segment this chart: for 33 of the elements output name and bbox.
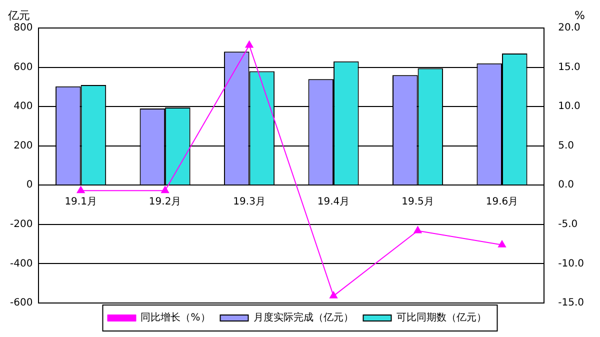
y-tick-label: 0 (26, 180, 33, 191)
y2-axis-title: % (574, 8, 585, 22)
y-tick-label: 800 (14, 22, 33, 34)
y2-tick-label: -10.0 (558, 258, 584, 270)
y2-tick-label: 0.0 (558, 180, 574, 191)
y-axis-title: 亿元 (7, 8, 30, 22)
legend-label: 可比同期数（亿元） (396, 312, 486, 324)
legend-label: 月度实际完成（亿元） (253, 312, 354, 324)
point (330, 291, 338, 298)
y-tick-label: 600 (14, 62, 33, 73)
y2-tick-label: -15.0 (558, 298, 584, 309)
y-tick-label: -200 (10, 219, 33, 230)
y-tick-label: -400 (10, 258, 33, 270)
y2-tick-label: 15.0 (558, 62, 580, 73)
point (76, 186, 85, 194)
x-tick-label: 19.2月 (148, 196, 182, 208)
y2-tick-label: 10.0 (558, 101, 580, 112)
y2-tick-label: 20.0 (558, 22, 580, 34)
point (498, 240, 506, 248)
x-tick-label: 19.3月 (233, 196, 266, 208)
x-tick-label: 19.1月 (64, 196, 97, 208)
y-tick-label: 200 (14, 140, 33, 152)
point (161, 186, 170, 194)
y-tick-label: -600 (10, 298, 33, 309)
point (245, 40, 254, 48)
point (414, 226, 422, 234)
x-tick-label: 19.5月 (402, 196, 434, 208)
x-tick-label: 19.6月 (486, 196, 518, 208)
y2-tick-label: -5.0 (558, 219, 578, 230)
legend-label: 同比增长（%） (140, 312, 210, 324)
x-tick-label: 19.4月 (317, 196, 350, 208)
y-tick-label: 400 (14, 101, 33, 112)
y2-tick-label: 5.0 (558, 140, 574, 152)
